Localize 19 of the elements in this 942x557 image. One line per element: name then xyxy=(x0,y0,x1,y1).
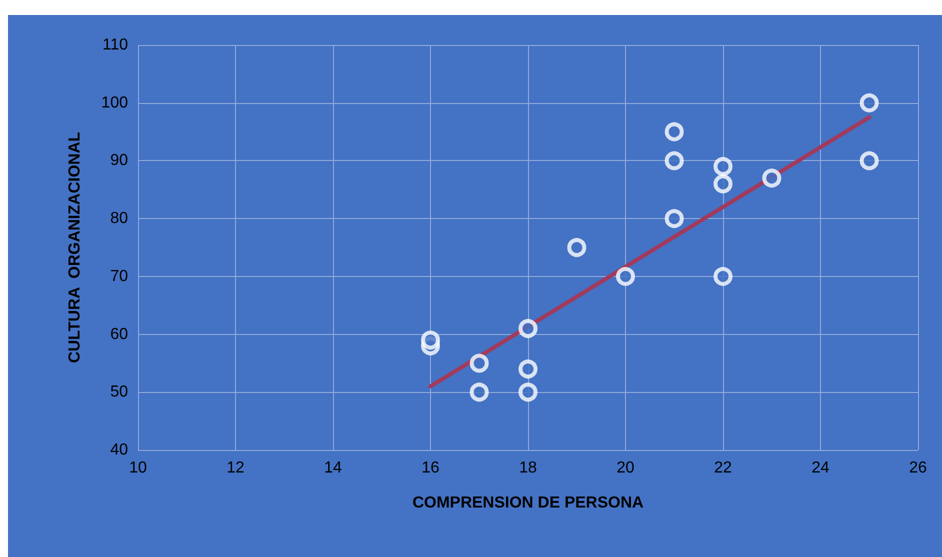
x-tick-label: 26 xyxy=(909,460,927,476)
x-tick-label: 20 xyxy=(616,460,634,476)
y-tick-label: 80 xyxy=(110,210,128,228)
x-tick-label: 16 xyxy=(422,460,440,476)
y-tick-label: 60 xyxy=(110,326,128,343)
y-tick-label: 50 xyxy=(110,384,128,401)
x-tick-label: 10 xyxy=(129,460,147,476)
y-axis-title: CULTURA ORGANIZACIONAL xyxy=(66,132,84,364)
x-tick-label: 12 xyxy=(226,460,244,476)
x-axis-title: COMPRENSION DE PERSONA xyxy=(412,494,644,512)
y-tick-label: 40 xyxy=(110,442,128,458)
y-tick-label: 100 xyxy=(101,94,128,112)
x-tick-label: 24 xyxy=(812,460,830,476)
x-tick-label: 14 xyxy=(324,460,342,476)
x-tick-label: 18 xyxy=(519,460,537,476)
y-tick-label: 90 xyxy=(110,152,128,170)
x-tick-label: 22 xyxy=(714,460,732,476)
y-tick-label: 110 xyxy=(102,36,128,54)
y-tick-label: 70 xyxy=(110,268,128,285)
